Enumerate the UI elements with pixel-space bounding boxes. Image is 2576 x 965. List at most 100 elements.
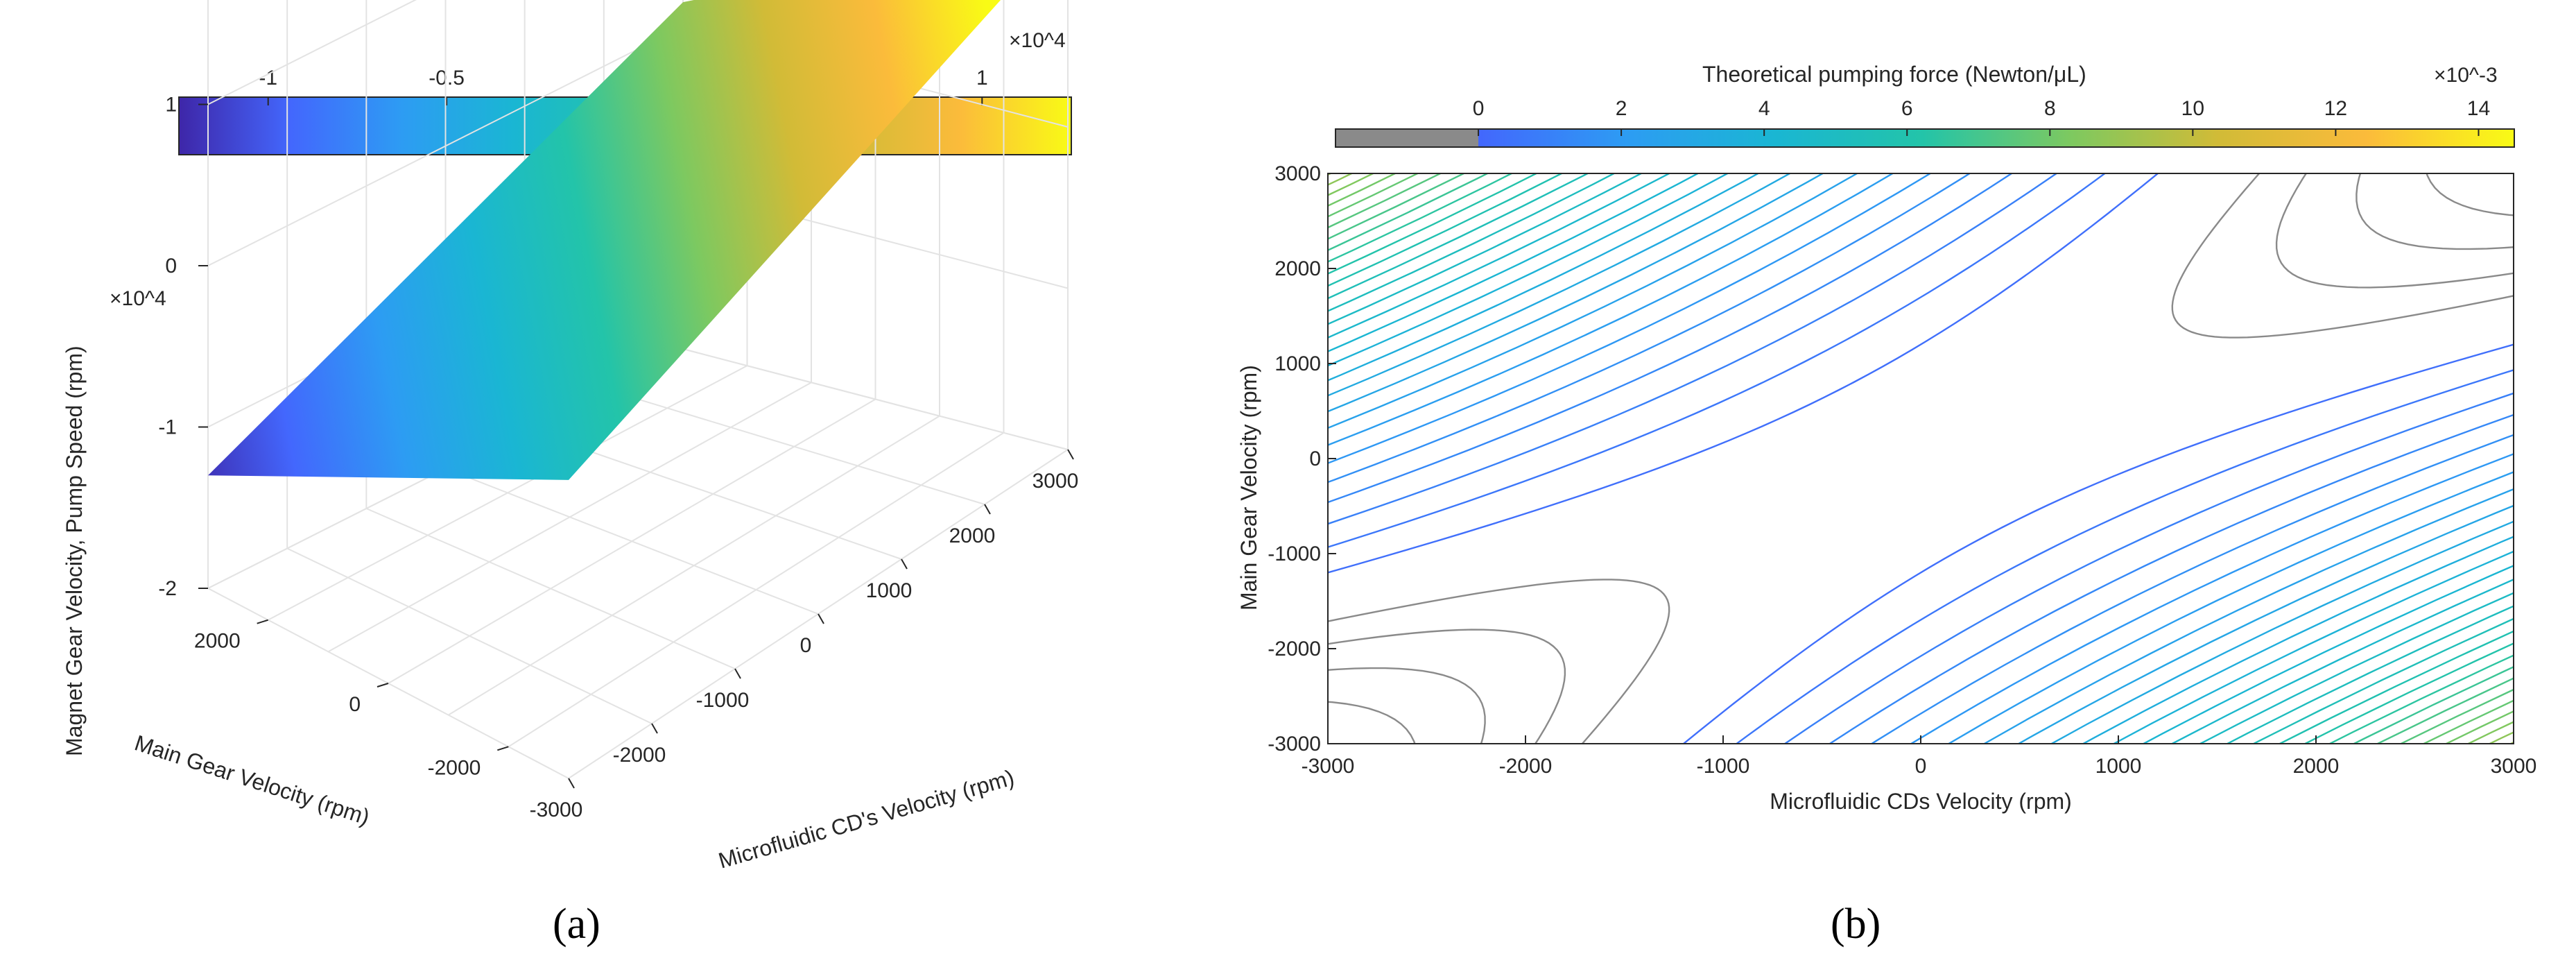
colorbar-b-tick-label: 10 <box>2181 97 2204 120</box>
y-tick-label: 0 <box>349 693 361 716</box>
colorbar-b-tick-label: 8 <box>2044 97 2056 120</box>
x-tick-label-b: -1000 <box>1697 755 1750 778</box>
y-tick-mark <box>377 683 389 688</box>
x-tick-label-b: 2000 <box>2293 755 2340 778</box>
y-tick-label-b: 0 <box>1309 447 1321 470</box>
contour-line-negative <box>2355 173 2514 250</box>
contour-axes-box <box>1327 173 2514 744</box>
floor-grid-line <box>508 432 1005 748</box>
colorbar-a-tick-label: -0.5 <box>429 67 465 89</box>
z-tick-label: -1 <box>158 416 177 439</box>
y-axis-label-b: Main Gear Velocity (rpm) <box>1236 365 1261 610</box>
x-tick-label-b: 3000 <box>2491 755 2537 778</box>
contour-line-positive <box>2170 579 2514 744</box>
panel-a: -1-0.500.51 ×10^4 210-1-220000-2000-3000… <box>62 0 1078 948</box>
y-tick-mark <box>497 746 509 751</box>
colorbar-b-tick-label: 6 <box>1901 97 1913 120</box>
contour-line-positive <box>1328 173 2159 574</box>
contour-line-negative <box>1328 579 1670 744</box>
contour-line-positive <box>1328 173 1792 397</box>
contour-line-positive <box>1328 173 1729 367</box>
contour-line-positive <box>2278 630 2514 744</box>
contour-line-positive <box>1328 173 1971 484</box>
contour-line-positive <box>1328 173 1514 263</box>
contour-line-positive <box>2421 699 2514 744</box>
x-tick-mark <box>901 558 908 570</box>
contour-line-positive <box>2112 550 2514 744</box>
colorbar-a-tick-label: 1 <box>976 67 988 89</box>
y-tick-label-b: -1000 <box>1268 543 1321 565</box>
contour-line-positive <box>2251 617 2514 744</box>
axes3d-ticks: 210-1-220000-2000-3000-2000-100001000200… <box>158 94 1079 822</box>
y-tick-label-b: -2000 <box>1268 638 1321 660</box>
y-tick-label: 2000 <box>194 630 241 653</box>
y-tick-label-b: 3000 <box>1274 162 1321 185</box>
z-axis-label-a: Magnet Gear Velocity, Pump Speed (rpm) <box>62 345 87 756</box>
contour-lines <box>1217 117 2576 797</box>
wall-grid-line <box>207 0 417 105</box>
wall-grid-line <box>207 26 684 266</box>
contour-line-positive <box>1328 173 1420 218</box>
contour-line-positive <box>1328 173 1671 339</box>
x-tick-mark <box>568 778 575 789</box>
contour-line-positive <box>2141 565 2514 744</box>
colorbar-b-bar <box>1335 128 2515 148</box>
contour-line-negative <box>2426 173 2514 216</box>
floor-grid-line <box>268 365 747 621</box>
contour-line-positive <box>1328 173 1760 382</box>
z-tick-label: -2 <box>158 577 177 600</box>
y-axis-label-a: Main Gear Velocity (rpm) <box>132 730 373 830</box>
x-tick-label: 1000 <box>866 579 913 602</box>
y-tick-label: -2000 <box>428 756 481 779</box>
caption-b: (b) <box>1831 900 1881 948</box>
colorbar-b-tick-label: 14 <box>2467 97 2490 120</box>
contour-line-positive <box>1328 173 1894 446</box>
y-tick-label-b: 2000 <box>1274 257 1321 280</box>
x-axis-label-a: Microfluidic CD's Velocity (rpm) <box>716 765 1017 873</box>
contour-line-positive <box>1783 392 2514 744</box>
x-tick-mark <box>984 504 991 515</box>
contour-line-positive <box>1870 434 2514 744</box>
contour-line-positive <box>2328 654 2514 744</box>
floor-grid-line <box>448 415 940 716</box>
wall-grid-line <box>682 348 1069 450</box>
contour-line-positive <box>1828 413 2514 744</box>
x-tick-mark <box>651 723 658 734</box>
contour-line-negative <box>1328 667 1486 744</box>
colorbar-b-multiplier: ×10^-3 <box>2434 64 2498 87</box>
x-tick-mark <box>734 668 741 679</box>
x-tick-label-b: 1000 <box>2095 755 2142 778</box>
contour-line-positive <box>1328 173 1443 229</box>
contour-line-negative <box>2483 117 2576 188</box>
x-tick-label: 0 <box>800 634 812 657</box>
contour-line-positive <box>2466 721 2514 744</box>
x-tick-label: -3000 <box>530 799 583 821</box>
contour-line-negative <box>2275 173 2514 289</box>
contour-line-negative <box>1217 759 1297 797</box>
contour-line-positive <box>1328 173 1376 196</box>
x-tick-label-b: 0 <box>1915 755 1927 778</box>
x-tick-label: 3000 <box>1032 470 1079 493</box>
colorbar-b-title: Theoretical pumping force (Newton/μL) <box>1702 62 2086 87</box>
contour-line-positive <box>1328 173 1590 300</box>
contour-line-positive <box>2487 731 2514 744</box>
colorbar-a-multiplier: ×10^4 <box>1009 29 1066 52</box>
contour-line-positive <box>1682 343 2514 744</box>
contour-line-positive <box>1982 488 2514 744</box>
contour-line-positive <box>1328 173 1564 287</box>
contour-line-positive <box>1328 173 1466 240</box>
contour-line-positive <box>1328 173 2107 548</box>
contour-line-negative <box>1328 629 1566 744</box>
contour-line-positive <box>1328 173 1616 312</box>
surface-plane <box>208 0 1001 480</box>
contour-line-positive <box>1328 173 1859 429</box>
y-tick-label-b: -3000 <box>1268 733 1321 755</box>
contour-line-negative <box>2171 173 2514 339</box>
x-tick-mark <box>1067 449 1074 460</box>
contour-line-positive <box>1328 173 1489 251</box>
contour-line-positive <box>2398 688 2514 744</box>
contour-line-positive <box>1328 173 1825 413</box>
contour-line-positive <box>2050 520 2514 744</box>
colorbar-b-tick-label: 2 <box>1616 97 1627 120</box>
